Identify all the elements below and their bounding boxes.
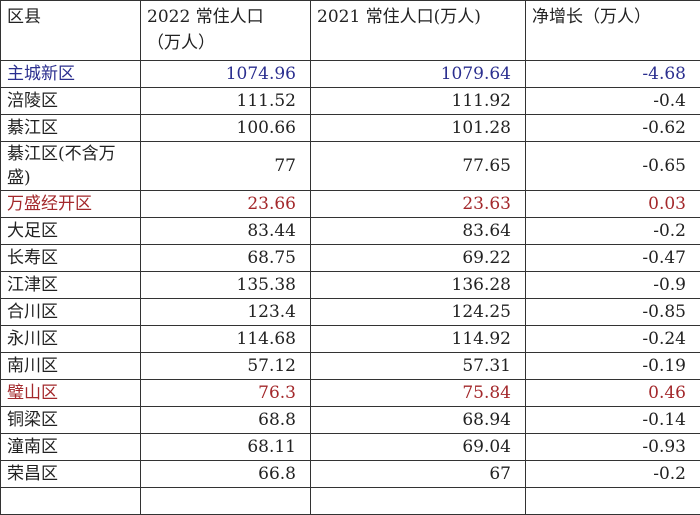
- value-cell: 68.75: [141, 245, 311, 272]
- value-cell: 114.68: [141, 326, 311, 353]
- value-cell: -0.19: [526, 353, 700, 380]
- district-cell: 合川区: [1, 299, 141, 326]
- value-cell: 77.65: [311, 142, 526, 191]
- value-cell: 1074.96: [141, 61, 311, 88]
- district-cell: 长寿区: [1, 245, 141, 272]
- value-cell: 57.12: [141, 353, 311, 380]
- table-head: 区县 2022 常住人口（万人） 2021 常住人口(万人) 净增长（万人）: [1, 1, 700, 61]
- value-cell: -0.65: [526, 142, 700, 191]
- value-cell: -0.4: [526, 88, 700, 115]
- district-cell: 涪陵区: [1, 88, 141, 115]
- value-cell: 100.66: [141, 115, 311, 142]
- header-cell: 2021 常住人口(万人): [311, 1, 526, 61]
- value-cell: -4.68: [526, 61, 700, 88]
- district-cell: 南川区: [1, 353, 141, 380]
- value-cell: 83.44: [141, 218, 311, 245]
- value-cell: 67: [311, 461, 526, 488]
- value-cell: 101.28: [311, 115, 526, 142]
- district-cell: 永川区: [1, 326, 141, 353]
- value-cell: -0.24: [526, 326, 700, 353]
- partial-row: [1, 488, 700, 515]
- header-cell: 区县: [1, 1, 141, 61]
- value-cell: 68.8: [141, 407, 311, 434]
- value-cell: 23.63: [311, 191, 526, 218]
- value-cell: 69.22: [311, 245, 526, 272]
- value-cell: 68.94: [311, 407, 526, 434]
- value-cell: 23.66: [141, 191, 311, 218]
- value-cell: 57.31: [311, 353, 526, 380]
- value-cell: 77: [141, 142, 311, 191]
- value-cell: -0.9: [526, 272, 700, 299]
- value-cell: -0.85: [526, 299, 700, 326]
- value-cell: 111.92: [311, 88, 526, 115]
- value-cell: 111.52: [141, 88, 311, 115]
- value-cell: -0.14: [526, 407, 700, 434]
- header-cell: 2022 常住人口（万人）: [141, 1, 311, 61]
- value-cell: 66.8: [141, 461, 311, 488]
- value-cell: -0.2: [526, 218, 700, 245]
- district-cell: 江津区: [1, 272, 141, 299]
- value-cell: 68.11: [141, 434, 311, 461]
- value-cell: -0.47: [526, 245, 700, 272]
- value-cell: 0.46: [526, 380, 700, 407]
- value-cell: -0.62: [526, 115, 700, 142]
- value-cell: -0.93: [526, 434, 700, 461]
- value-cell: 135.38: [141, 272, 311, 299]
- value-cell: 83.64: [311, 218, 526, 245]
- value-cell: 136.28: [311, 272, 526, 299]
- district-cell: 主城新区: [1, 61, 141, 88]
- value-cell: 114.92: [311, 326, 526, 353]
- district-cell: 綦江区: [1, 115, 141, 142]
- value-cell: 76.3: [141, 380, 311, 407]
- value-cell: 1079.64: [311, 61, 526, 88]
- value-cell: 124.25: [311, 299, 526, 326]
- cut-off-row: [1, 488, 700, 515]
- header-row: 区县 2022 常住人口（万人） 2021 常住人口(万人) 净增长（万人）: [1, 1, 700, 61]
- value-cell: 75.84: [311, 380, 526, 407]
- header-cell: 净增长（万人）: [526, 1, 700, 61]
- district-cell: 綦江区(不含万盛): [1, 142, 141, 191]
- value-cell: 69.04: [311, 434, 526, 461]
- district-cell: 璧山区: [1, 380, 141, 407]
- district-cell: 万盛经开区: [1, 191, 141, 218]
- value-cell: -0.2: [526, 461, 700, 488]
- district-cell: 大足区: [1, 218, 141, 245]
- value-cell: 0.03: [526, 191, 700, 218]
- district-cell: 潼南区: [1, 434, 141, 461]
- district-cell: 铜梁区: [1, 407, 141, 434]
- district-cell: 荣昌区: [1, 461, 141, 488]
- value-cell: 123.4: [141, 299, 311, 326]
